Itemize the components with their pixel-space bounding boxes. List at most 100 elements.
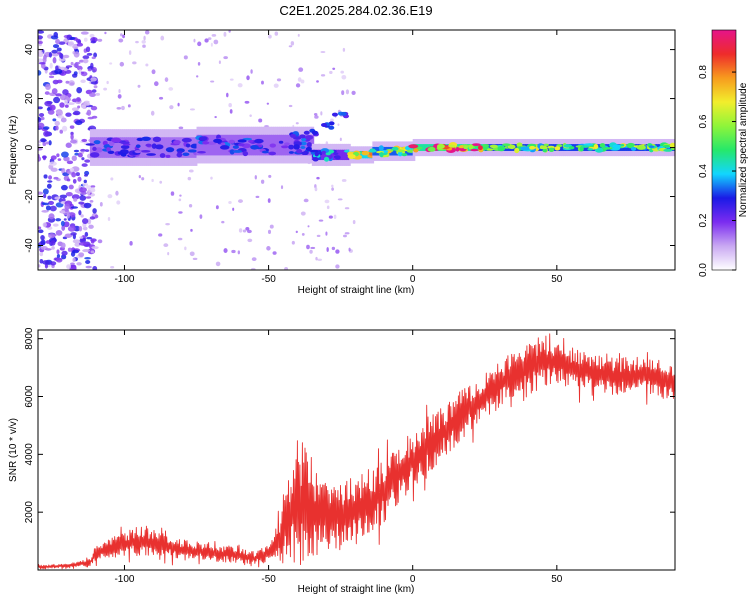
noise-speckle xyxy=(223,56,228,60)
band-blob xyxy=(250,144,259,150)
noise-speckle xyxy=(284,267,289,270)
noise-speckle xyxy=(266,246,271,251)
band-body xyxy=(150,137,154,158)
band-blob xyxy=(321,150,326,155)
band-blob xyxy=(620,143,625,147)
noise-speckle xyxy=(229,78,234,81)
noise-speckle xyxy=(63,156,70,162)
band-body xyxy=(283,134,286,156)
spectrogram-heatmap xyxy=(38,30,675,270)
noise-speckle xyxy=(89,200,94,203)
band-blob xyxy=(648,145,655,149)
noise-speckle xyxy=(38,58,43,63)
band-body xyxy=(132,137,135,158)
spectrogram-x-axis-label: Height of straight line (km) xyxy=(298,285,415,296)
band-blob xyxy=(238,143,245,147)
noise-speckle xyxy=(127,104,131,108)
noise-speckle xyxy=(116,200,121,205)
branch-blob xyxy=(290,133,297,138)
colorbar-gradient xyxy=(711,29,737,271)
band-blob xyxy=(145,143,152,147)
noise-speckle xyxy=(91,187,95,193)
noise-speckle xyxy=(331,246,336,251)
noise-speckle xyxy=(91,89,97,93)
band-body xyxy=(130,137,133,158)
noise-speckle xyxy=(223,248,228,254)
noise-speckle xyxy=(210,42,213,47)
band-blob xyxy=(228,139,236,144)
band-body xyxy=(206,134,210,156)
band-blob xyxy=(543,143,550,147)
band-body xyxy=(344,149,347,161)
noise-speckle xyxy=(49,161,57,166)
noise-speckle xyxy=(65,112,72,117)
noise-speckle xyxy=(163,243,169,248)
band-blob xyxy=(305,146,313,152)
noise-speckle xyxy=(85,46,91,53)
noise-speckle xyxy=(211,33,217,37)
noise-speckle xyxy=(86,236,93,240)
band-blob xyxy=(185,143,191,148)
noise-speckle xyxy=(53,31,59,38)
noise-speckle xyxy=(61,250,68,256)
noise-speckle xyxy=(66,212,71,219)
noise-speckle xyxy=(50,240,56,246)
noise-speckle xyxy=(42,260,50,265)
noise-speckle xyxy=(90,250,95,254)
noise-speckle xyxy=(85,265,92,269)
noise-speckle xyxy=(44,100,52,107)
noise-speckle xyxy=(314,186,318,192)
noise-speckle xyxy=(46,183,52,189)
band-blob xyxy=(508,144,516,150)
spectrogram-x-ticks: -100 -50 0 50 xyxy=(114,30,563,285)
noise-speckle xyxy=(342,234,347,238)
noise-speckle xyxy=(143,35,146,41)
band-blob xyxy=(630,146,637,151)
band-blob xyxy=(306,141,312,148)
noise-speckle xyxy=(82,218,89,224)
band-body xyxy=(573,144,577,151)
band-blob xyxy=(471,143,481,147)
noise-speckle xyxy=(60,184,68,191)
noise-speckle xyxy=(339,137,342,142)
noise-speckle xyxy=(213,39,219,45)
colorbar-tick-label: 0.6 xyxy=(698,114,709,128)
noise-speckle xyxy=(315,256,318,261)
noise-speckle xyxy=(73,51,80,58)
y-tick-label: -20 xyxy=(24,189,35,204)
band-blob xyxy=(197,150,206,154)
noise-speckle xyxy=(48,75,55,79)
band-body xyxy=(128,137,131,158)
band-body xyxy=(184,137,188,158)
band-blob xyxy=(152,136,162,143)
noise-speckle xyxy=(207,37,212,41)
noise-speckle xyxy=(64,99,68,105)
x-tick-label: -100 xyxy=(114,274,134,285)
band-blob xyxy=(269,143,277,148)
noise-speckle xyxy=(49,62,53,69)
noise-speckle xyxy=(73,149,80,153)
noise-speckle xyxy=(199,214,203,219)
noise-speckle xyxy=(90,81,98,85)
noise-speckle xyxy=(79,236,84,239)
noise-speckle xyxy=(76,42,84,47)
noise-speckle xyxy=(79,187,87,193)
noise-speckle xyxy=(84,159,91,163)
noise-speckle xyxy=(61,151,69,158)
band-blob xyxy=(497,145,506,152)
noise-speckle xyxy=(128,50,132,55)
noise-speckle xyxy=(122,34,125,39)
noise-speckle xyxy=(300,79,305,84)
noise-speckle xyxy=(82,55,90,60)
band-body xyxy=(99,137,103,158)
noise-speckle xyxy=(56,79,63,84)
band-blob xyxy=(548,147,555,153)
noise-speckle xyxy=(120,33,123,37)
band-blob xyxy=(482,143,490,148)
band-blob xyxy=(378,145,384,151)
noise-speckle xyxy=(150,110,155,116)
noise-speckle xyxy=(42,202,50,206)
noise-speckle xyxy=(337,123,340,126)
band-blob xyxy=(300,145,306,149)
noise-speckle xyxy=(55,230,63,236)
